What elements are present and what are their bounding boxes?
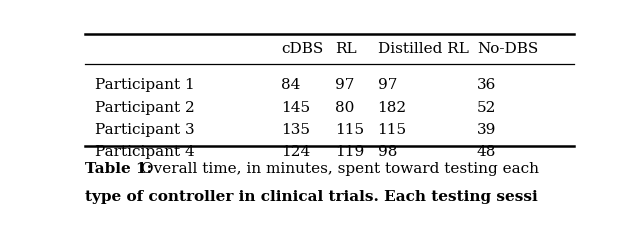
Text: Participant 1: Participant 1 bbox=[95, 78, 195, 92]
Text: type of controller in clinical trials. Each testing sessi: type of controller in clinical trials. E… bbox=[85, 190, 538, 205]
Text: Participant 3: Participant 3 bbox=[95, 123, 195, 137]
Text: 97: 97 bbox=[335, 78, 355, 92]
Text: 182: 182 bbox=[378, 101, 407, 115]
Text: RL: RL bbox=[335, 42, 357, 56]
Text: Table 1:: Table 1: bbox=[85, 162, 157, 176]
Text: 84: 84 bbox=[281, 78, 300, 92]
Text: 97: 97 bbox=[378, 78, 397, 92]
Text: 119: 119 bbox=[335, 145, 365, 159]
Text: 115: 115 bbox=[378, 123, 407, 137]
Text: Participant 2: Participant 2 bbox=[95, 101, 195, 115]
Text: 98: 98 bbox=[378, 145, 397, 159]
Text: 80: 80 bbox=[335, 101, 355, 115]
Text: 145: 145 bbox=[281, 101, 310, 115]
Text: 135: 135 bbox=[281, 123, 310, 137]
Text: 124: 124 bbox=[281, 145, 310, 159]
Text: cDBS: cDBS bbox=[281, 42, 323, 56]
Text: 52: 52 bbox=[477, 101, 496, 115]
Text: Overall time, in minutes, spent toward testing each: Overall time, in minutes, spent toward t… bbox=[141, 162, 539, 176]
Text: Distilled RL: Distilled RL bbox=[378, 42, 468, 56]
Text: 39: 39 bbox=[477, 123, 496, 137]
Text: 36: 36 bbox=[477, 78, 496, 92]
Text: 48: 48 bbox=[477, 145, 496, 159]
Text: No-DBS: No-DBS bbox=[477, 42, 538, 56]
Text: 115: 115 bbox=[335, 123, 365, 137]
Text: Participant 4: Participant 4 bbox=[95, 145, 195, 159]
